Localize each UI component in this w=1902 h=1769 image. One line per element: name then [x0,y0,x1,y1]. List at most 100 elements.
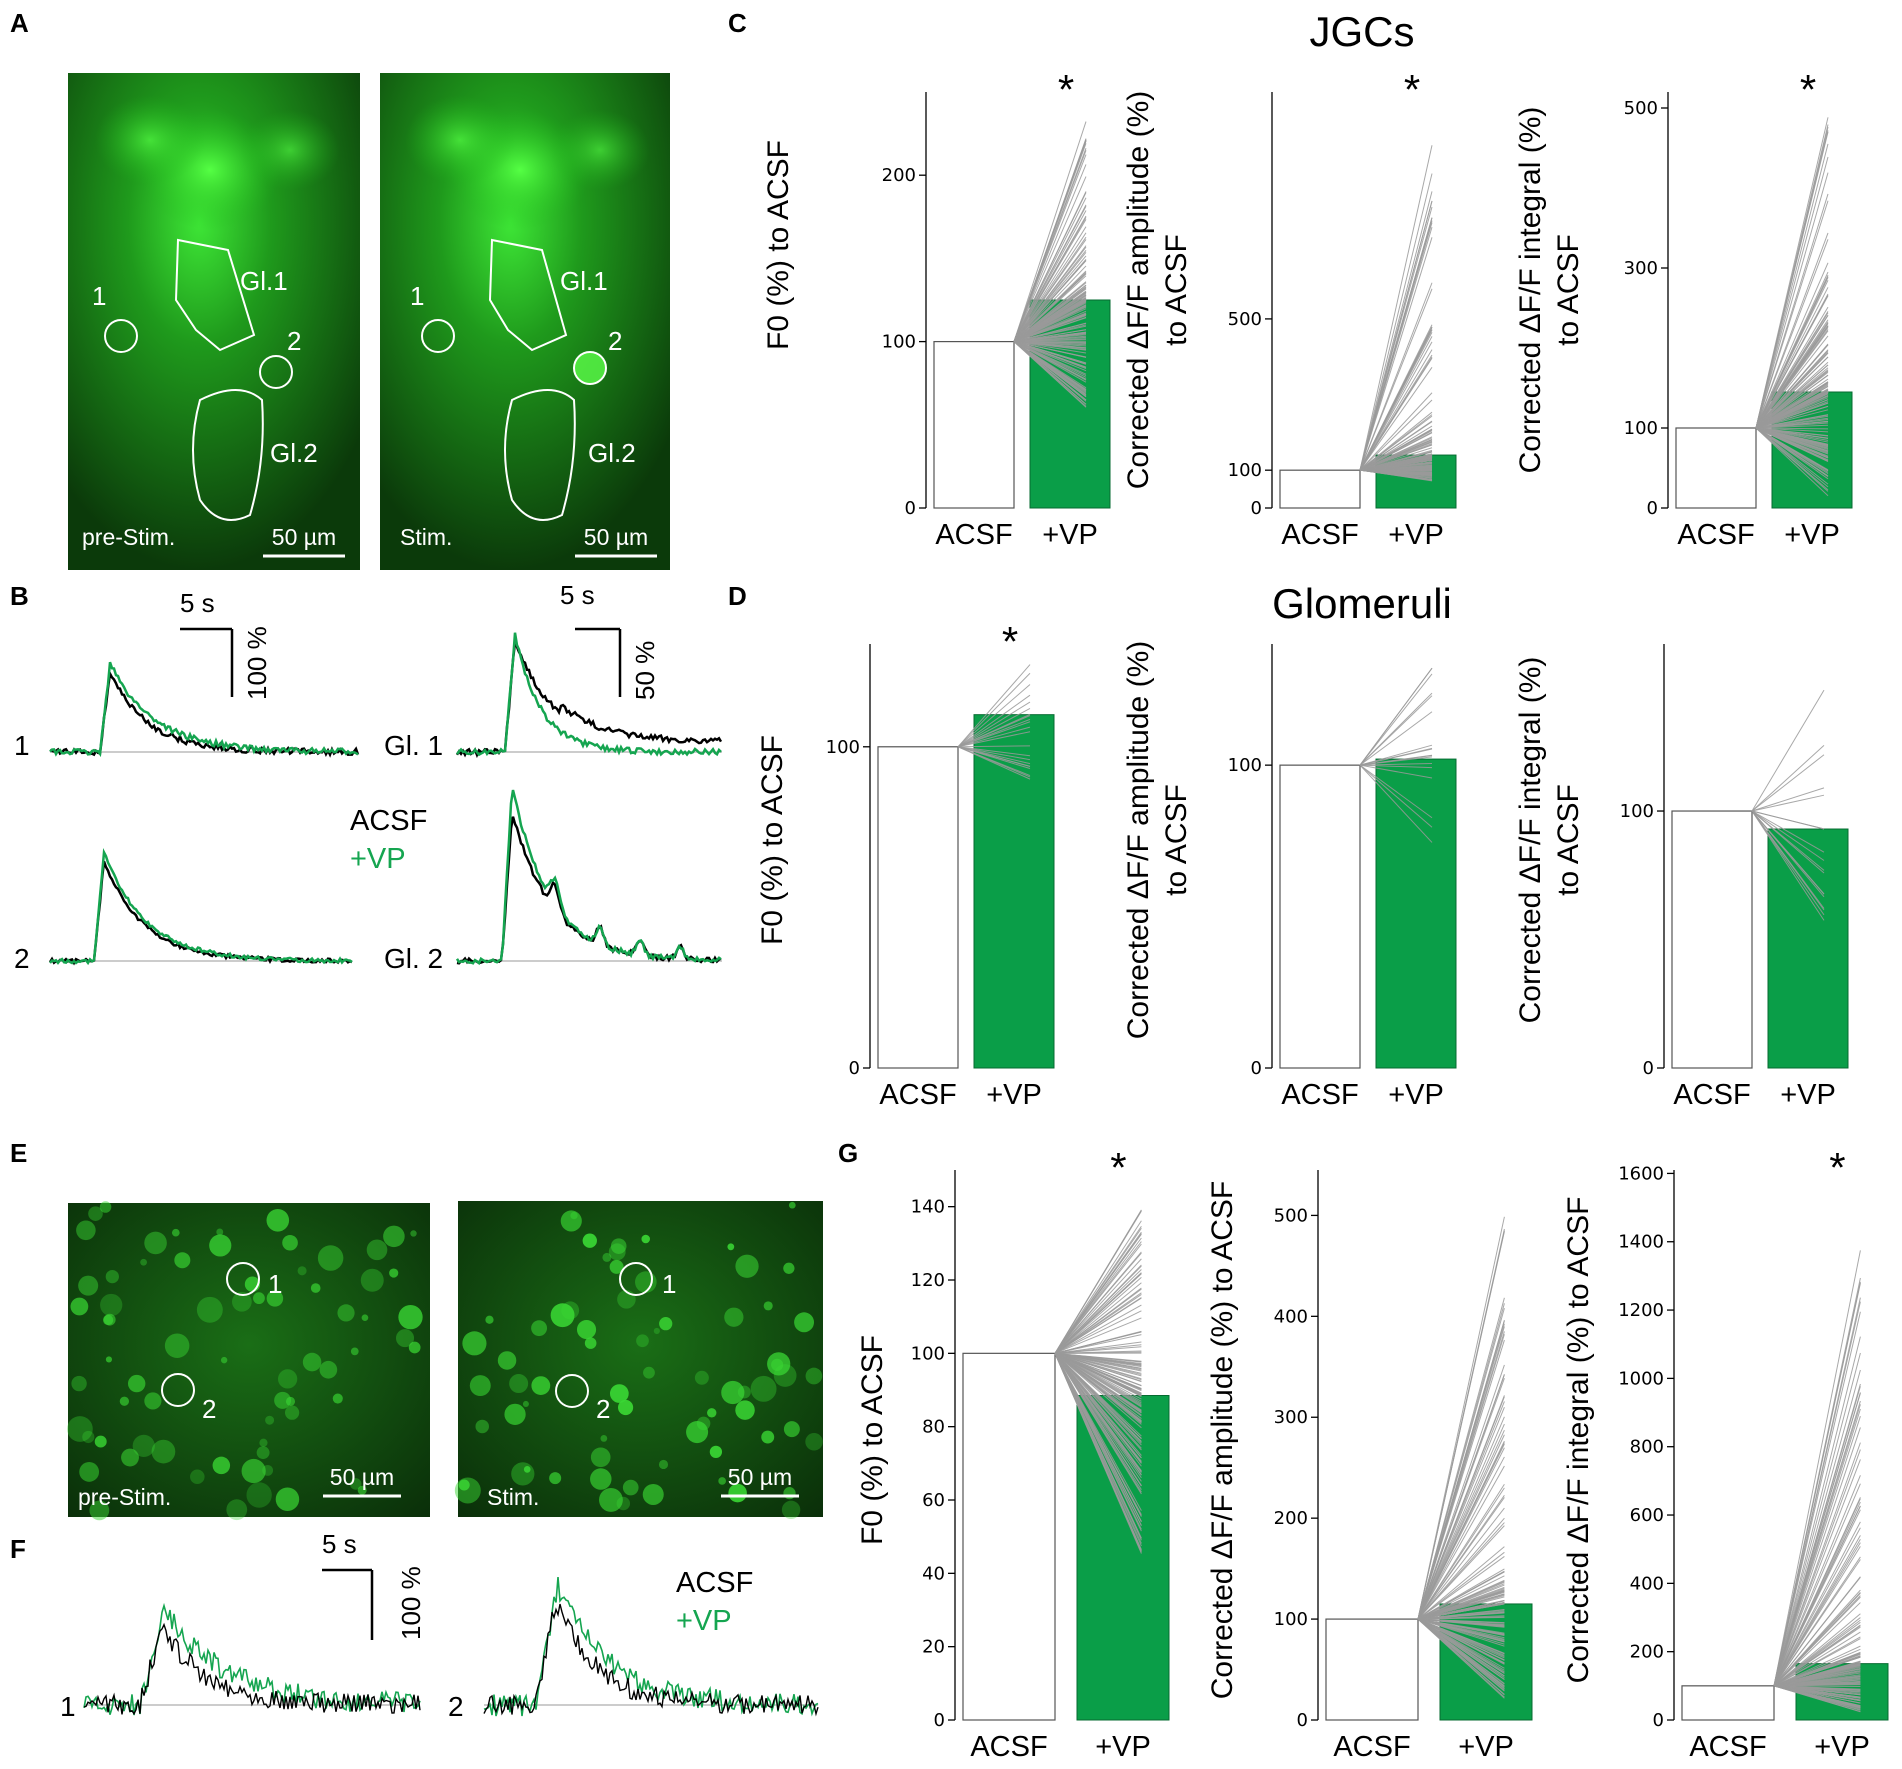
y-tick-label: 200 [882,165,916,186]
cell-dot [82,1430,95,1444]
cell-dot [771,1358,784,1371]
panel-label-c: C [728,8,747,38]
pair-line [1359,439,1433,471]
cell-dot [599,1487,623,1512]
pair-line [1054,1352,1142,1423]
scale-time-label: 5 s [322,1529,357,1559]
pair-line [1773,1617,1861,1687]
fluorescence-blob [95,95,205,185]
cell-dot [582,1233,597,1248]
pair-line [957,708,1031,748]
trace-label-gl2: Gl. 2 [384,943,443,974]
pair-line [1773,1546,1861,1687]
cell-dot [590,1468,612,1490]
cell-dot [383,1225,405,1248]
pair-line [1359,415,1433,471]
pair-line [1013,299,1087,343]
pair-line [1013,140,1087,342]
cell-dot [410,1230,417,1237]
significance-star: * [1002,618,1018,665]
y-tick-label: 200 [1630,1642,1664,1663]
pair-line [1417,1609,1505,1620]
pair-line [1013,341,1087,383]
cell-dot [274,1391,292,1409]
pair-line [1755,427,1829,447]
pair-line [1755,427,1829,477]
pair-line [1773,1383,1861,1686]
pair-line [1359,227,1433,471]
glomerulus-label-2: Gl.2 [270,438,318,468]
cell-dot [349,1478,362,1490]
pair-line [1359,329,1433,471]
y-tick-label: 120 [911,1270,945,1291]
pair-line [1054,1258,1142,1354]
cell-dot [266,1208,290,1232]
cell-dot [144,1231,167,1255]
pair-line [1013,341,1087,372]
pair-line [1359,695,1433,766]
roi-label-2: 2 [202,1394,216,1424]
cell-dot [616,1496,631,1511]
pair-line [1359,748,1433,766]
cell-dot [105,1269,119,1284]
pair-line [1417,1603,1505,1620]
scale-amp-label: 50 % [630,641,660,700]
pair-line [957,701,1031,748]
scale-time-label: 5 s [180,588,215,618]
bar-vp [1767,828,1849,1069]
pair-line [1773,1661,1861,1687]
cell-dot [511,1462,535,1486]
pair-line [1755,356,1829,429]
pair-line [1773,1685,1861,1709]
pair-line [1013,316,1087,343]
pair-line [1417,1395,1505,1620]
cell-dot [454,1477,481,1504]
pair-line [1013,325,1087,343]
bar-acsf [1325,1618,1419,1721]
pair-line [1054,1352,1142,1366]
pair-line [1359,420,1433,471]
cell-dot [216,1228,224,1236]
pair-line [1359,469,1433,474]
cell-dot [103,1313,116,1326]
pair-line [1013,236,1087,342]
roi-label-1: 1 [410,281,424,311]
pair-line [1054,1353,1142,1487]
cell-dot [174,1252,191,1269]
cell-dots [67,1201,423,1521]
cell-dot [277,1369,298,1389]
cell-dot [659,1317,673,1331]
x-tick-label: +VP [1388,519,1444,551]
pair-line [1773,1680,1861,1687]
x-tick-label: ACSF [879,1079,956,1111]
cell-dot [266,1290,284,1307]
scale-bar-right: 5 s 50 % [560,580,660,700]
pair-line [1359,341,1433,471]
pair-line [1359,459,1433,471]
cell-dot [509,1374,529,1394]
y-tick-label: 400 [1630,1573,1664,1594]
image-caption: Stim. [400,524,452,550]
bar-acsf [877,746,959,1069]
bar-acsf [1671,810,1753,1069]
pair-line [1773,1631,1861,1687]
pair-line [1054,1282,1142,1354]
glomerulus-label-2: Gl.2 [588,438,636,468]
y-tick-label: 0 [905,498,916,519]
cell-dot [721,1380,745,1405]
pair-line [1417,1575,1505,1620]
cell-dot [332,1393,343,1404]
pair-line [1755,343,1829,429]
pair-line [1755,427,1829,497]
pair-line [1054,1310,1142,1354]
cell-dot [144,1392,162,1410]
trace-label-gl1: Gl. 1 [384,730,443,761]
pair-line [1417,1556,1505,1620]
paired-lines [1751,689,1825,921]
pair-line [1054,1251,1142,1354]
x-tick-label: +VP [1784,519,1840,551]
pair-line [1755,427,1829,439]
y-tick-label: 800 [1630,1437,1664,1458]
pair-line [1054,1352,1142,1417]
